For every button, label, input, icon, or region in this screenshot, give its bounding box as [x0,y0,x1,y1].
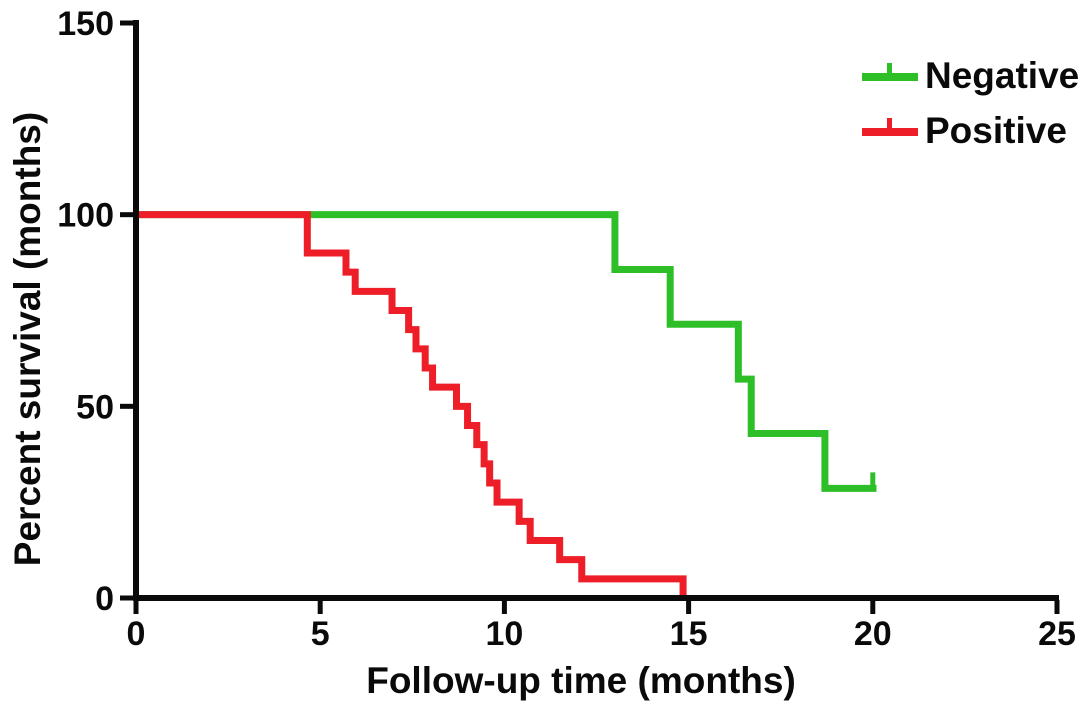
axes-lines [133,20,1059,601]
series-line-positive [136,211,687,598]
y-tick-label: 50 [76,388,114,426]
legend-label-positive: Positive [925,110,1067,152]
y-tick-label: 0 [95,580,114,618]
legend: Negative Positive [862,55,1079,168]
y-axis-title: Percent survival (months) [7,111,48,567]
x-tick-label: 15 [670,615,708,653]
x-axis-title: Follow-up time (months) [366,660,796,701]
x-tick-label: 25 [1038,615,1076,653]
positive-line-icon [862,128,918,136]
negative-line-swatch [862,58,918,96]
x-tick-label: 0 [127,615,146,653]
positive-line-swatch [862,113,918,151]
series-line-negative [136,211,877,492]
y-tick-label: 150 [57,5,114,43]
negative-line-icon [862,73,918,81]
positive-censor-tick-icon [887,118,892,131]
legend-entry-positive: Positive [862,110,1067,151]
negative-censor-tick-icon [887,63,892,76]
legend-label-negative: Negative [925,55,1080,97]
y-tick-label: 100 [57,197,114,235]
x-tick-label: 20 [854,615,892,653]
x-tick-label: 5 [311,615,330,653]
legend-entry-negative: Negative [862,55,1079,96]
x-tick-label: 10 [485,615,523,653]
